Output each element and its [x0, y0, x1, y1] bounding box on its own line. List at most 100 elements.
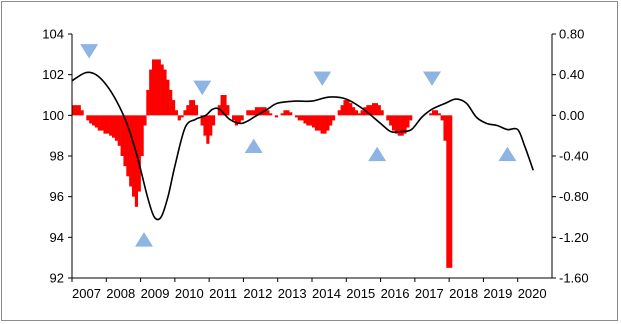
- bar: [429, 113, 433, 116]
- bar: [220, 95, 224, 116]
- bar: [132, 115, 136, 197]
- bar: [349, 103, 353, 116]
- bar: [114, 115, 119, 141]
- x-tick-label: 2016: [381, 286, 410, 301]
- bar: [126, 115, 130, 177]
- bar: [357, 113, 361, 116]
- bar: [120, 115, 124, 156]
- left-tick-label: 100: [42, 108, 64, 123]
- bar: [312, 115, 316, 128]
- bar: [274, 115, 279, 118]
- bar: [172, 100, 176, 116]
- bar: [103, 115, 107, 134]
- bar: [377, 105, 381, 116]
- bar: [309, 115, 313, 126]
- x-tick-label: 2017: [415, 286, 444, 301]
- bar: [340, 105, 344, 116]
- bar: [354, 110, 359, 116]
- bar: [443, 115, 447, 141]
- bar: [446, 115, 450, 268]
- right-tick-label: -1.20: [559, 230, 589, 245]
- bar: [80, 110, 84, 116]
- bar: [140, 115, 144, 156]
- bar: [352, 107, 356, 116]
- line-series: [71, 71, 534, 221]
- bar: [254, 107, 259, 116]
- bar: [123, 115, 127, 167]
- x-tick-label: 2014: [312, 286, 341, 301]
- index-line: [71, 71, 534, 221]
- bar: [226, 105, 230, 116]
- bar: [374, 103, 379, 116]
- bar: [369, 105, 373, 116]
- bar: [200, 115, 204, 126]
- bar: [149, 69, 153, 116]
- bar: [180, 115, 184, 118]
- bar: [174, 110, 179, 116]
- bar: [129, 115, 133, 187]
- bar: [297, 115, 301, 121]
- bar: [283, 110, 287, 116]
- bar: [269, 113, 273, 116]
- bar: [212, 115, 216, 126]
- bar: [314, 115, 319, 131]
- bar: [117, 115, 121, 146]
- left-tick-label: 92: [50, 271, 64, 286]
- bar: [403, 115, 407, 134]
- bar: [146, 89, 150, 116]
- x-tick-label: 2015: [346, 286, 375, 301]
- bar: [329, 115, 333, 126]
- bar: [234, 115, 239, 126]
- bar: [109, 115, 113, 136]
- bar: [437, 113, 441, 116]
- bar: [257, 107, 261, 116]
- bar: [154, 59, 159, 116]
- bar: [74, 105, 79, 116]
- bar: [169, 89, 173, 116]
- left-tick-label: 104: [42, 27, 64, 42]
- trough-marker-up-triangle: [498, 146, 517, 162]
- bar: [366, 105, 370, 116]
- bar: [246, 110, 250, 116]
- bar: [440, 115, 444, 121]
- bar: [89, 115, 93, 124]
- bar: [152, 59, 156, 116]
- bar: [289, 112, 293, 116]
- bar: [206, 115, 210, 144]
- left-tick-label: 96: [50, 189, 64, 204]
- right-tick-label: 0.40: [559, 67, 584, 82]
- right-tick-label: 0.80: [559, 27, 584, 42]
- bar: [157, 59, 161, 116]
- bar: [252, 110, 256, 116]
- bar: [326, 115, 330, 131]
- bar: [449, 115, 453, 268]
- bar: [300, 115, 304, 121]
- bar: [317, 115, 321, 131]
- bar: [160, 64, 164, 116]
- trough-marker-up-triangle: [368, 146, 387, 162]
- tick-labels: 92 94 96 98 100 102 104 -1.60 -1.20 -0.80 -0.40 0.0…: [42, 27, 588, 302]
- bar: [86, 115, 90, 121]
- bar: [372, 103, 376, 116]
- bar: [189, 100, 193, 116]
- bar: [294, 115, 299, 118]
- axes: [68, 33, 556, 282]
- bar: [260, 107, 264, 116]
- x-tick-label: 2009: [141, 286, 170, 301]
- bar: [192, 100, 196, 116]
- bar: [112, 115, 116, 138]
- bar: [134, 115, 139, 207]
- trough-marker-up-triangle: [244, 138, 263, 154]
- bar: [177, 115, 181, 121]
- x-tick-label: 2008: [106, 286, 135, 301]
- bar: [186, 105, 190, 116]
- bar: [306, 115, 310, 126]
- bar: [217, 105, 221, 116]
- bar: [266, 110, 270, 116]
- bar: [332, 115, 336, 121]
- bar: [386, 115, 390, 121]
- right-tick-label: -1.60: [559, 271, 589, 286]
- bar: [232, 115, 236, 121]
- bar: [143, 115, 147, 126]
